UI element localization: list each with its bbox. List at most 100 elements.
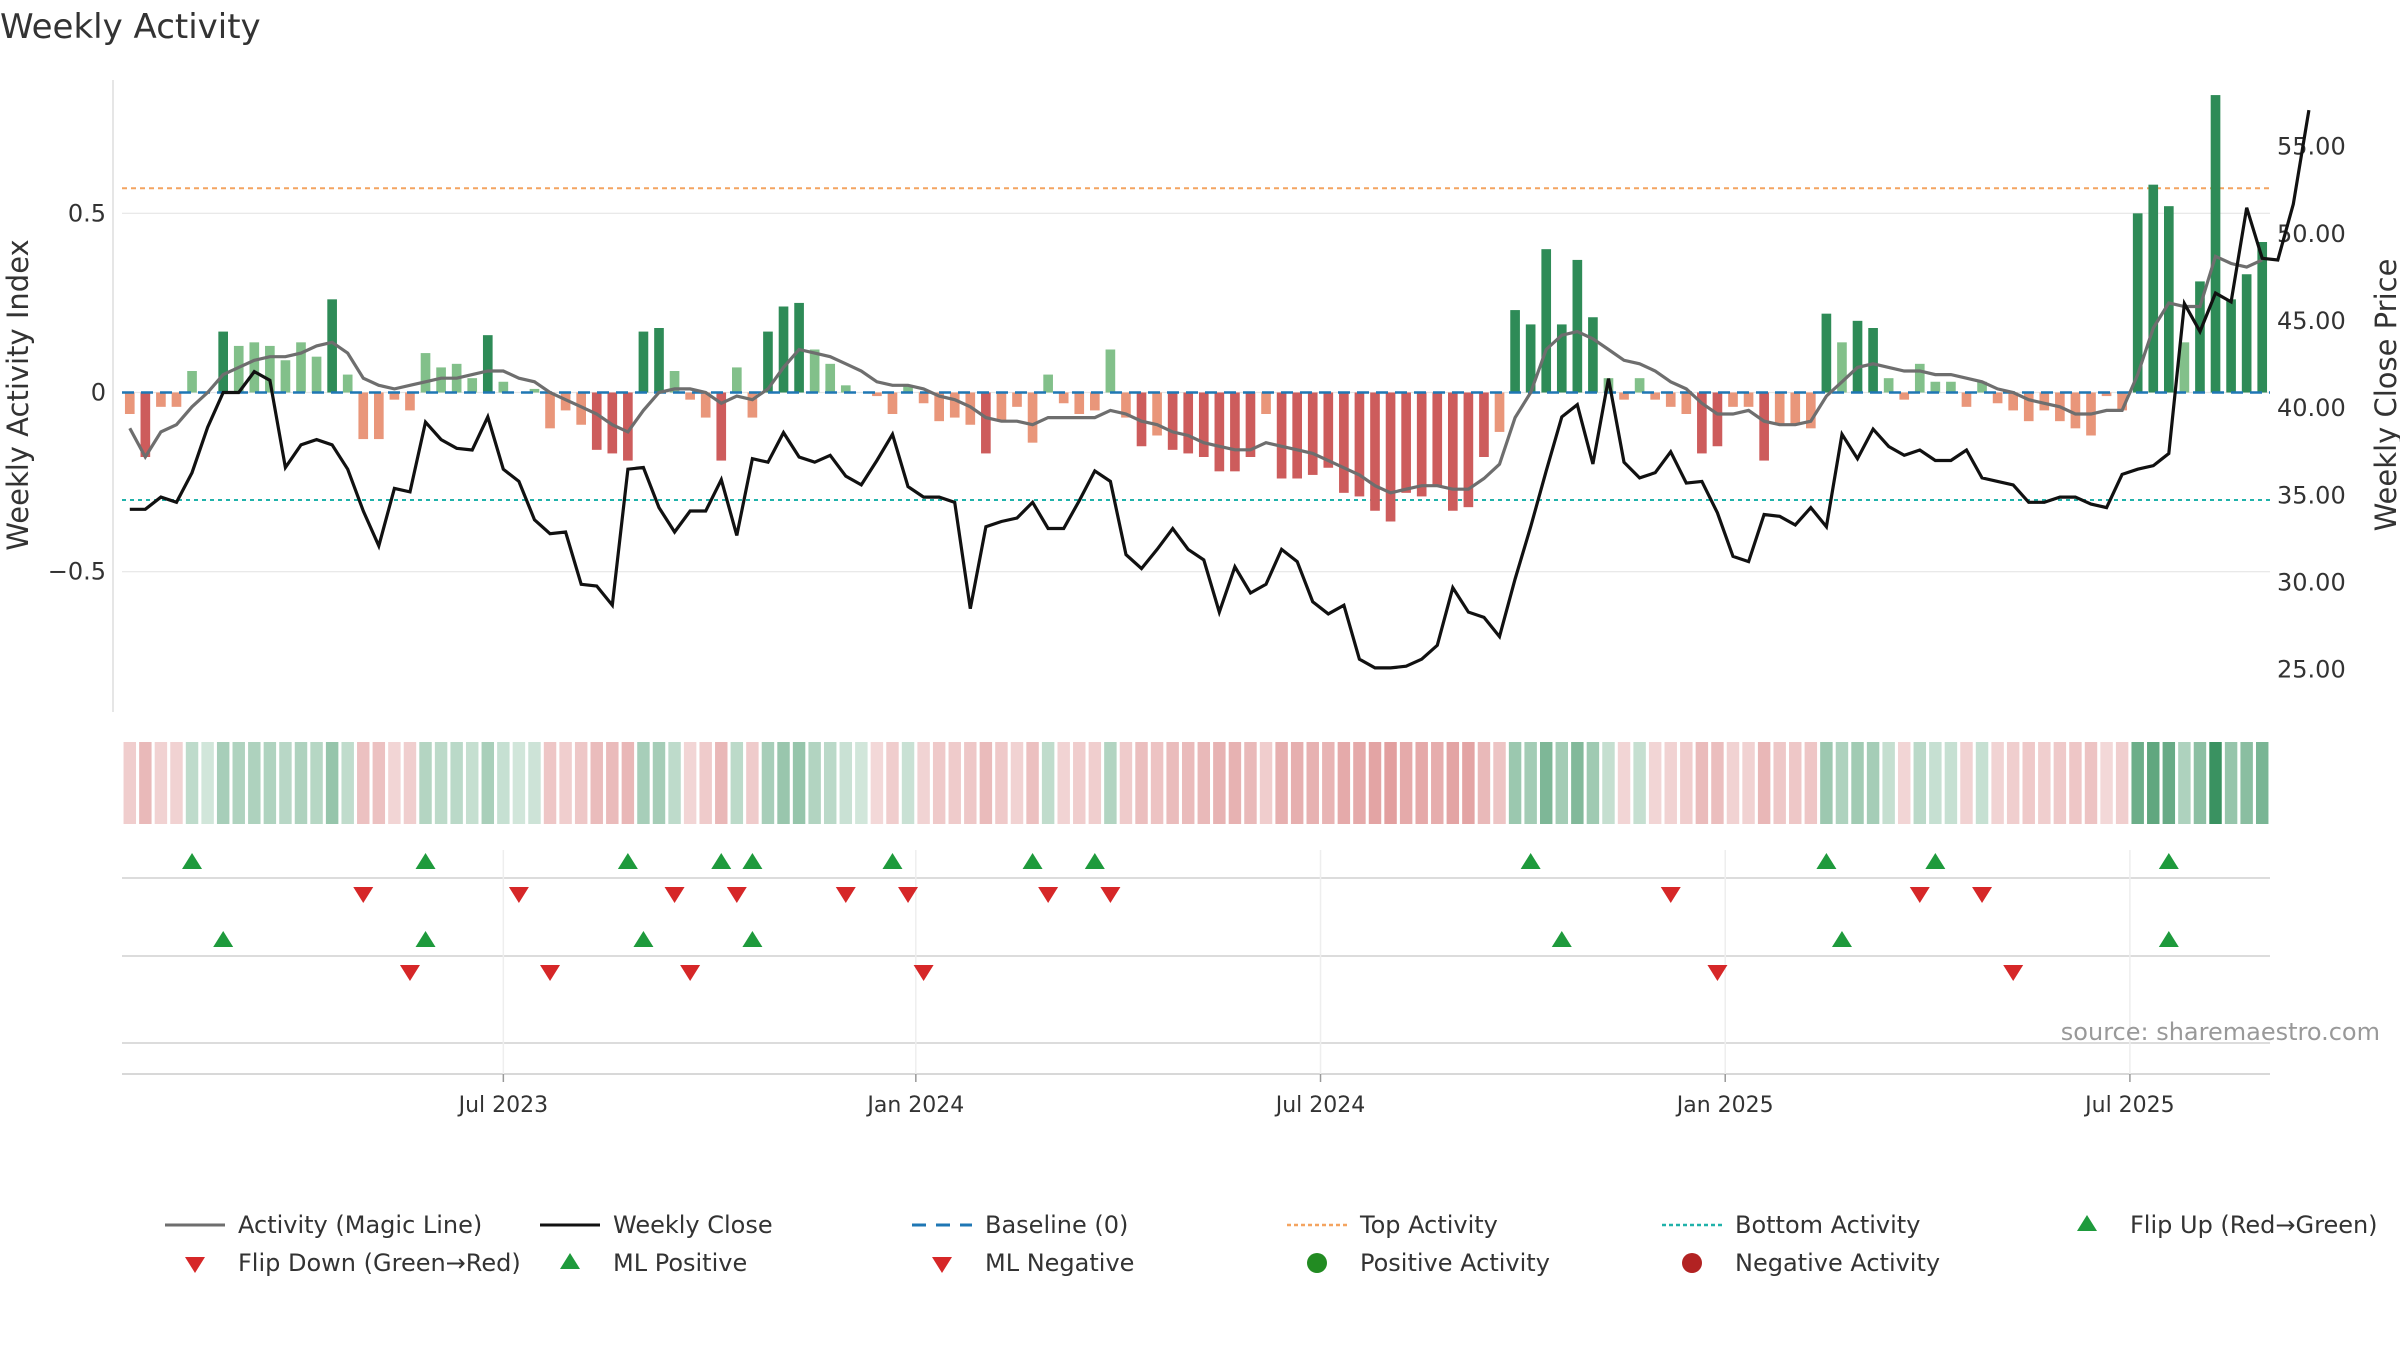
heat-cell xyxy=(1617,742,1631,824)
activity-bar xyxy=(732,367,742,393)
legend-swatch-positive-circle-icon xyxy=(1307,1253,1327,1273)
activity-bar xyxy=(1588,317,1598,393)
legend-swatch-down-triangle-icon xyxy=(185,1257,205,1273)
activity-bar xyxy=(1058,392,1069,404)
heat-cell xyxy=(1648,742,1662,824)
heat-cell xyxy=(855,742,868,824)
activity-bar xyxy=(1214,392,1225,472)
heat-cell xyxy=(1010,742,1024,824)
activity-bar xyxy=(1105,349,1116,393)
activity-bar xyxy=(1556,324,1567,393)
heat-cell xyxy=(1088,742,1102,824)
activity-bar xyxy=(903,385,913,393)
activity-bar xyxy=(2257,242,2268,393)
heat-cell xyxy=(1742,742,1755,824)
activity-bar xyxy=(1463,392,1474,508)
heat-cell xyxy=(2240,742,2253,824)
heat-cell xyxy=(917,742,930,824)
activity-bar xyxy=(405,392,415,411)
activity-bar xyxy=(389,392,400,400)
flip-down-marker xyxy=(1038,887,1059,903)
heat-cell xyxy=(2131,742,2144,824)
heat-cell xyxy=(528,742,541,824)
heat-cell xyxy=(979,742,993,824)
heat-cell xyxy=(1290,742,1304,824)
activity-bar xyxy=(2195,281,2205,393)
heat-cell xyxy=(1073,742,1086,824)
heat-cell xyxy=(1197,742,1211,824)
heat-cell xyxy=(1539,742,1553,824)
heat-cell xyxy=(263,742,277,824)
heat-cell xyxy=(2193,742,2207,824)
heat-cell xyxy=(543,742,557,824)
heat-cell xyxy=(497,742,510,824)
heat-cell xyxy=(1228,742,1242,824)
flip-down-marker xyxy=(353,887,374,903)
activity-bar xyxy=(1307,392,1318,475)
flip-down-marker xyxy=(726,887,747,903)
heat-cell xyxy=(901,742,915,824)
activity-bar xyxy=(763,331,773,393)
activity-bar xyxy=(1712,392,1723,447)
heat-cell xyxy=(388,742,401,824)
activity-heat-strip xyxy=(123,742,2269,824)
heat-cell xyxy=(2178,742,2191,824)
heat-cell xyxy=(2100,742,2113,824)
heat-cell xyxy=(450,742,463,824)
activity-bar xyxy=(296,342,306,393)
flip-up-marker xyxy=(415,853,436,869)
activity-bar xyxy=(1167,392,1178,450)
flip-down-marker xyxy=(1660,887,1681,903)
activity-bar xyxy=(918,392,929,404)
heat-cell xyxy=(1477,742,1491,824)
heat-cell xyxy=(2209,742,2222,824)
heat-cell xyxy=(777,742,790,824)
heat-cell xyxy=(1524,742,1537,824)
activity-bar xyxy=(1354,392,1365,497)
heat-cell xyxy=(590,742,603,824)
heat-cell xyxy=(1929,742,1942,824)
y-axis-right-label: Weekly Close Price xyxy=(2369,259,2400,532)
heat-cell xyxy=(1415,742,1428,824)
y-left-tick-label: 0 xyxy=(91,379,106,407)
flip-up-marker xyxy=(1084,853,1105,869)
heat-cell xyxy=(1337,742,1351,824)
heat-cell xyxy=(964,742,977,824)
activity-bar xyxy=(1152,392,1162,436)
flip-down-marker xyxy=(1100,887,1121,903)
activity-bar xyxy=(1650,392,1660,400)
heat-cell xyxy=(170,742,183,824)
legend-label: Top Activity xyxy=(1359,1211,1498,1239)
heat-cell xyxy=(357,742,370,824)
heat-cell xyxy=(2006,742,2020,824)
heat-cell xyxy=(248,742,261,824)
heat-cell xyxy=(715,742,728,824)
activity-bar xyxy=(1261,392,1271,414)
flip-up-marker xyxy=(1520,853,1541,869)
heat-cell xyxy=(1431,742,1444,824)
legend-label: ML Positive xyxy=(613,1249,747,1277)
activity-bar xyxy=(2226,299,2236,393)
activity-bar xyxy=(2148,184,2159,393)
y-right-tick-label: 25.00 xyxy=(2277,656,2346,684)
heat-cell xyxy=(1820,742,1833,824)
ml-positive-marker xyxy=(633,931,654,947)
heat-cell xyxy=(1960,742,1973,824)
heat-cell xyxy=(465,742,479,824)
ml-negative-marker xyxy=(2003,965,2024,981)
heat-cell xyxy=(1508,742,1522,824)
activity-bar xyxy=(2008,392,2018,411)
heat-cell xyxy=(1213,742,1226,824)
activity-bar xyxy=(2210,95,2221,393)
y-left-tick-label: 0.5 xyxy=(68,199,106,227)
activity-bar xyxy=(1090,392,1100,411)
heat-cell xyxy=(1711,742,1724,824)
heat-cell xyxy=(683,742,697,824)
ml-negative-marker xyxy=(913,965,934,981)
y-right-tick-label: 30.00 xyxy=(2277,569,2346,597)
heat-cell xyxy=(1866,742,1880,824)
heat-cell xyxy=(808,742,821,824)
heat-cell xyxy=(2053,742,2067,824)
heat-cell xyxy=(201,742,214,824)
activity-bar xyxy=(2070,392,2081,429)
